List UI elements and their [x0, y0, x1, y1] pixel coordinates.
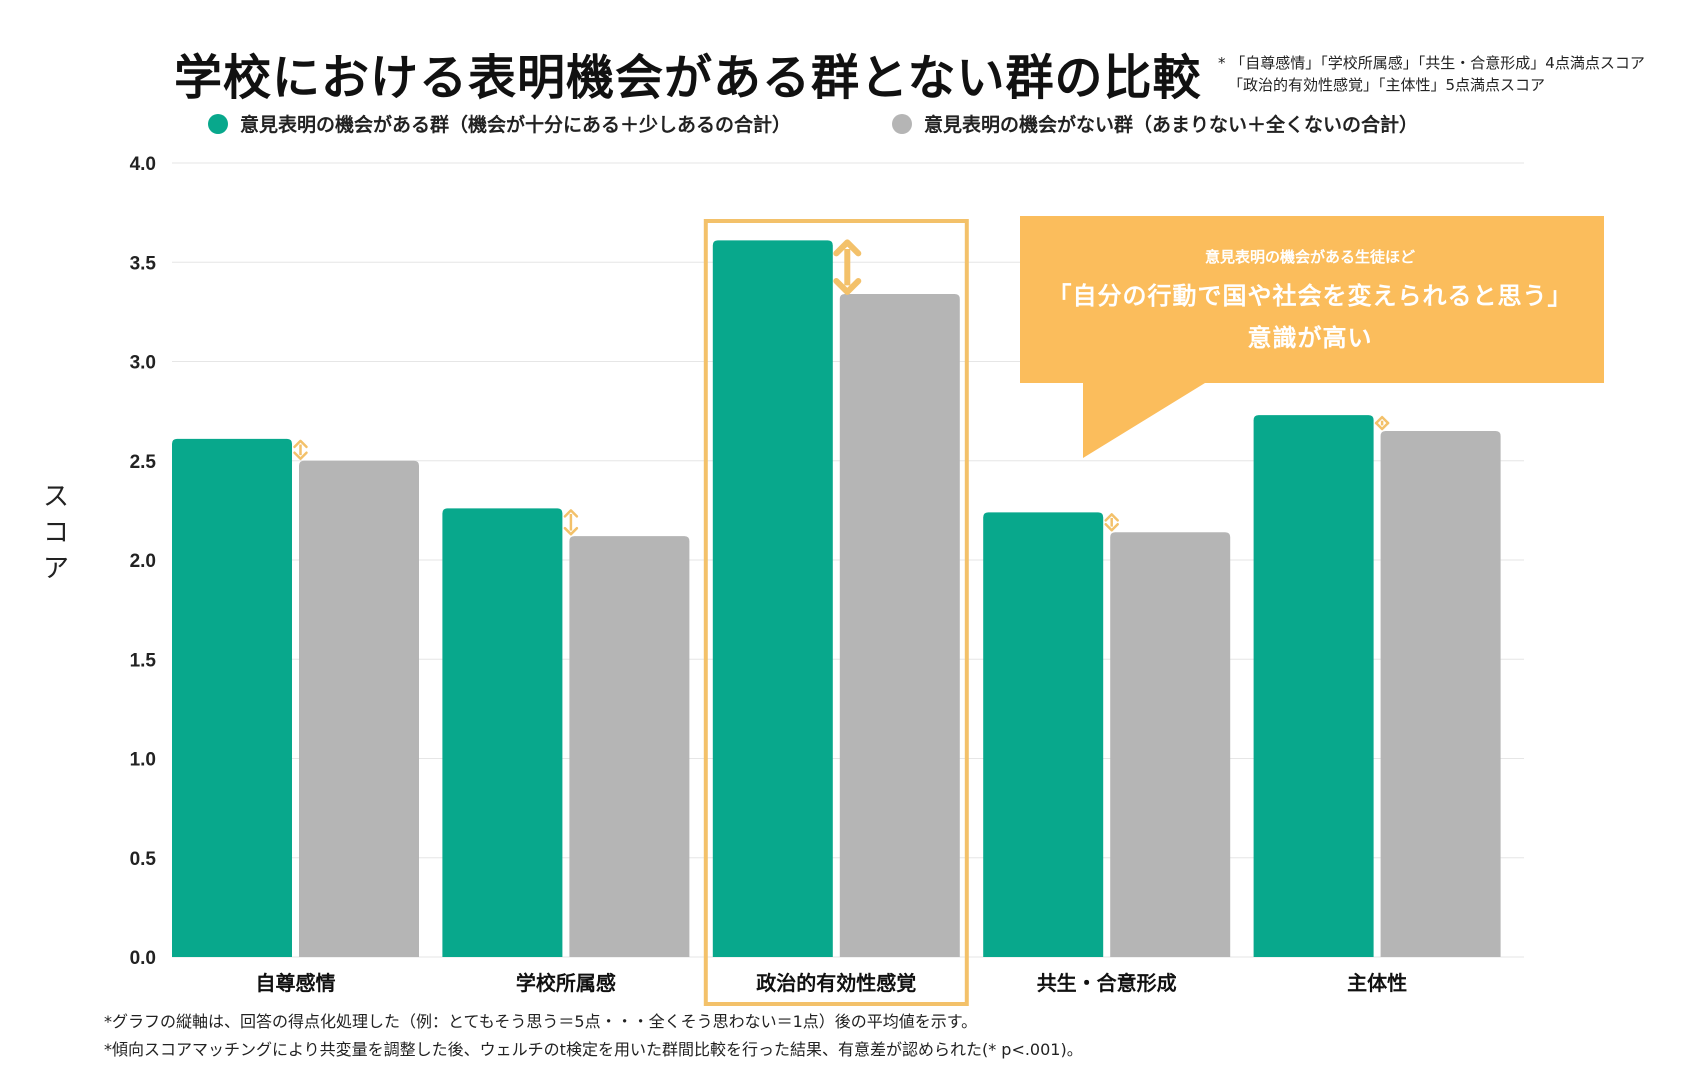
x-tick-label: 共生・合意形成 — [1037, 971, 1177, 995]
bar-group2 — [839, 294, 960, 957]
score-note-line-2: 「政治的有効性感覚」「主体性」5点満点スコア — [1228, 76, 1546, 94]
footnote-1: *グラフの縦軸は、回答の得点化処理した（例：とてもそう思う＝5点・・・全くそう思… — [104, 1012, 978, 1031]
y-tick-label: 3.5 — [130, 253, 157, 274]
score-note-line-1: * 「自尊感情」「学校所属感」「共生・合意形成」4点満点スコア — [1218, 54, 1645, 72]
legend-swatch-group1 — [208, 113, 228, 134]
legend-label-group1: 意見表明の機会がある群（機会が十分にある＋少しあるの合計） — [240, 114, 792, 136]
y-tick-label: 2.5 — [130, 452, 157, 473]
y-tick-label: 0.0 — [130, 948, 156, 969]
y-axis-label-char: ス — [43, 482, 69, 512]
x-tick-label: 学校所属感 — [516, 971, 616, 995]
bar-group2 — [299, 460, 419, 957]
bar-group1 — [1253, 415, 1374, 958]
y-tick-label: 4.0 — [130, 154, 156, 175]
legend-item-group1: 意見表明の機会がある群（機会が十分にある＋少しあるの合計） — [208, 110, 791, 137]
bar-group1 — [442, 508, 563, 957]
callout-bubble — [1020, 216, 1604, 458]
highlight-box — [703, 219, 969, 1006]
legend-label-group2: 意見表明の機会がない群（あまりない＋全くないの合計） — [924, 114, 1419, 136]
chart-title: 学校における表明機会がある群とない群の比較 — [174, 50, 1202, 106]
callout-subtitle: 意見表明の機会がある生徒ほど — [1204, 248, 1415, 266]
y-axis-label-char: コ — [43, 518, 69, 548]
bar-group2 — [569, 536, 690, 957]
difference-arrow — [833, 239, 862, 296]
x-tick-label: 自尊感情 — [256, 971, 336, 995]
footnote-2: *傾向スコアマッチングにより共変量を調整した後、ウェルチのt検定を用いた群間比較… — [104, 1040, 1083, 1059]
difference-arrow — [1374, 415, 1390, 431]
y-tick-label: 1.5 — [130, 650, 157, 671]
callout-headline-line-2: 意識が高い — [1247, 324, 1373, 352]
legend-swatch-group2 — [892, 113, 912, 134]
difference-arrow — [293, 439, 308, 460]
difference-arrow — [1104, 513, 1119, 532]
x-tick-label: 政治的有効性感覚 — [756, 971, 916, 995]
y-axis-label-char: ア — [43, 554, 69, 584]
y-tick-label: 0.5 — [130, 849, 157, 870]
bar-group2 — [1380, 430, 1501, 958]
difference-arrow — [563, 509, 579, 536]
bar-group1 — [983, 512, 1104, 957]
y-tick-label: 1.0 — [130, 750, 156, 771]
x-tick-label: 主体性 — [1347, 971, 1407, 995]
callout-headline: 「自分の行動で国や社会を変えられると思う」 — [1047, 282, 1573, 310]
y-tick-label: 3.0 — [130, 353, 156, 374]
bar-group2 — [1110, 532, 1231, 957]
bar-group1 — [712, 240, 833, 958]
bar-group1 — [172, 438, 292, 957]
y-tick-label: 2.0 — [130, 551, 156, 572]
legend-item-group2: 意見表明の機会がない群（あまりない＋全くないの合計） — [892, 110, 1418, 137]
